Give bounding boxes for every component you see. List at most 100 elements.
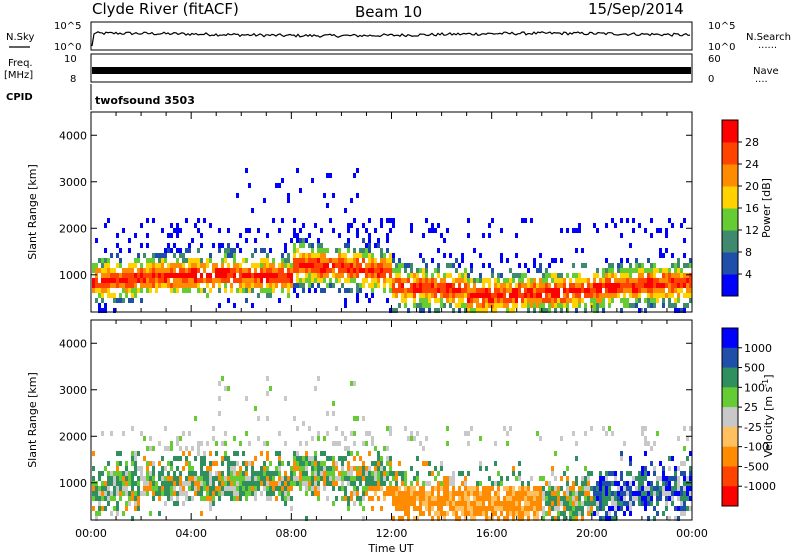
velocity-cell-619 [326, 466, 329, 471]
velocity-cell-139 [146, 446, 149, 451]
power-cell-1213 [554, 258, 557, 263]
velocity-cell-818 [398, 496, 401, 501]
velocity-cell-408 [245, 461, 248, 466]
power-cell-740 [371, 258, 374, 263]
power-cell-380 [242, 288, 245, 293]
velocity-cell-889 [425, 461, 428, 466]
velocity-cell-1317 [599, 476, 602, 481]
power-cell-1093 [506, 258, 509, 263]
velocity-cell-965 [455, 491, 458, 496]
power-cell-499 [287, 293, 290, 298]
velocity-cell-892 [425, 496, 428, 501]
velocity-cell-507 [284, 476, 287, 481]
power-cell-99 [128, 288, 131, 293]
velocity-cell-528 [293, 456, 296, 461]
velocity-cell-1035 [482, 496, 485, 501]
velocity-cell-575 [311, 461, 314, 466]
power-cell-1562 [683, 308, 686, 313]
power-cell-252 [188, 258, 191, 263]
velocity-cell-1277 [581, 506, 584, 511]
power-cell-561 [308, 273, 311, 278]
velocity-cell-936 [443, 491, 446, 496]
power-cell-928 [440, 278, 443, 283]
velocity-cbar-band-0 [722, 328, 738, 349]
power-cell-1186 [542, 288, 545, 293]
velocity-cell-509 [284, 486, 287, 491]
power-cell-1083 [500, 288, 503, 293]
power-cell-1097 [506, 298, 509, 303]
velocity-cell-1104 [512, 466, 515, 471]
power-cell-460 [275, 183, 278, 188]
velocity-cell-902 [428, 511, 431, 516]
power-cell-1432 [638, 293, 641, 298]
velocity-cell-370 [230, 486, 233, 491]
power-cell-140 [146, 258, 149, 263]
velocity-cell-1160 [533, 511, 536, 516]
velocity-cell-759 [377, 456, 380, 461]
velocity-cell-123 [137, 486, 140, 491]
velocity-cell-261 [194, 416, 197, 421]
power-cell-529 [299, 228, 302, 233]
velocity-cell-735 [368, 466, 371, 471]
velocity-cell-966 [455, 501, 458, 506]
velocity-cell-525 [290, 506, 293, 511]
power-cell-415 [257, 273, 260, 278]
power-cell-755 [374, 283, 377, 288]
power-cell-1209 [551, 288, 554, 293]
velocity-cell-1426 [641, 466, 644, 471]
velocity-cell-1273 [581, 481, 584, 486]
power-cell-76 [119, 283, 122, 288]
velocity-cell-820 [398, 506, 401, 511]
velocity-cell-78 [122, 476, 125, 481]
velocity-cell-1202 [551, 506, 554, 511]
velocity-cell-1292 [587, 491, 590, 496]
power-cell-198 [167, 283, 170, 288]
power-cell-739 [371, 253, 374, 258]
velocity-cell-885 [422, 496, 425, 501]
velocity-cell-808 [395, 481, 398, 486]
power-cell-1573 [689, 278, 692, 283]
power-cell-896 [428, 283, 431, 288]
power-cell-315 [218, 228, 221, 233]
velocity-ylabel-2: 3000 [59, 384, 87, 397]
power-cell-951 [449, 273, 452, 278]
velocity-cell-610 [323, 461, 326, 466]
velocity-cell-1542 [683, 496, 686, 501]
power-cell-168 [155, 288, 158, 293]
power-cell-1005 [470, 263, 473, 268]
velocity-cell-819 [398, 501, 401, 506]
velocity-cell-466 [266, 486, 269, 491]
power-cell-1088 [503, 283, 506, 288]
power-cell-302 [209, 258, 212, 263]
power-cell-378 [242, 278, 245, 283]
power-cell-142 [146, 268, 149, 273]
velocity-cell-894 [425, 506, 428, 511]
velocity-cell-1117 [515, 506, 518, 511]
power-cell-643 [338, 268, 341, 273]
power-cell-894 [428, 228, 431, 233]
velocity-cell-176 [161, 466, 164, 471]
power-cell-1364 [614, 293, 617, 298]
power-cell-324 [221, 243, 224, 248]
power-cell-569 [311, 258, 314, 263]
velocity-cell-72 [119, 481, 122, 486]
power-cell-123 [140, 223, 143, 228]
velocity-cell-572 [308, 486, 311, 491]
velocity-cell-1100 [509, 496, 512, 501]
power-cell-1208 [551, 278, 554, 283]
power-cell-594 [320, 243, 323, 248]
velocity-cell-501 [281, 486, 284, 491]
power-cell-403 [251, 283, 254, 288]
velocity-cell-1147 [527, 506, 530, 511]
velocity-cell-151 [149, 476, 152, 481]
velocity-cell-723 [362, 506, 365, 511]
power-cell-20 [101, 258, 104, 263]
power-cell-151 [149, 278, 152, 283]
power-cell-1460 [650, 268, 653, 273]
power-cell-448 [269, 278, 272, 283]
velocity-cell-1281 [584, 466, 587, 471]
power-cell-819 [398, 273, 401, 278]
power-cell-1200 [548, 283, 551, 288]
power-cell-1306 [593, 288, 596, 293]
power-cell-782 [386, 248, 389, 253]
